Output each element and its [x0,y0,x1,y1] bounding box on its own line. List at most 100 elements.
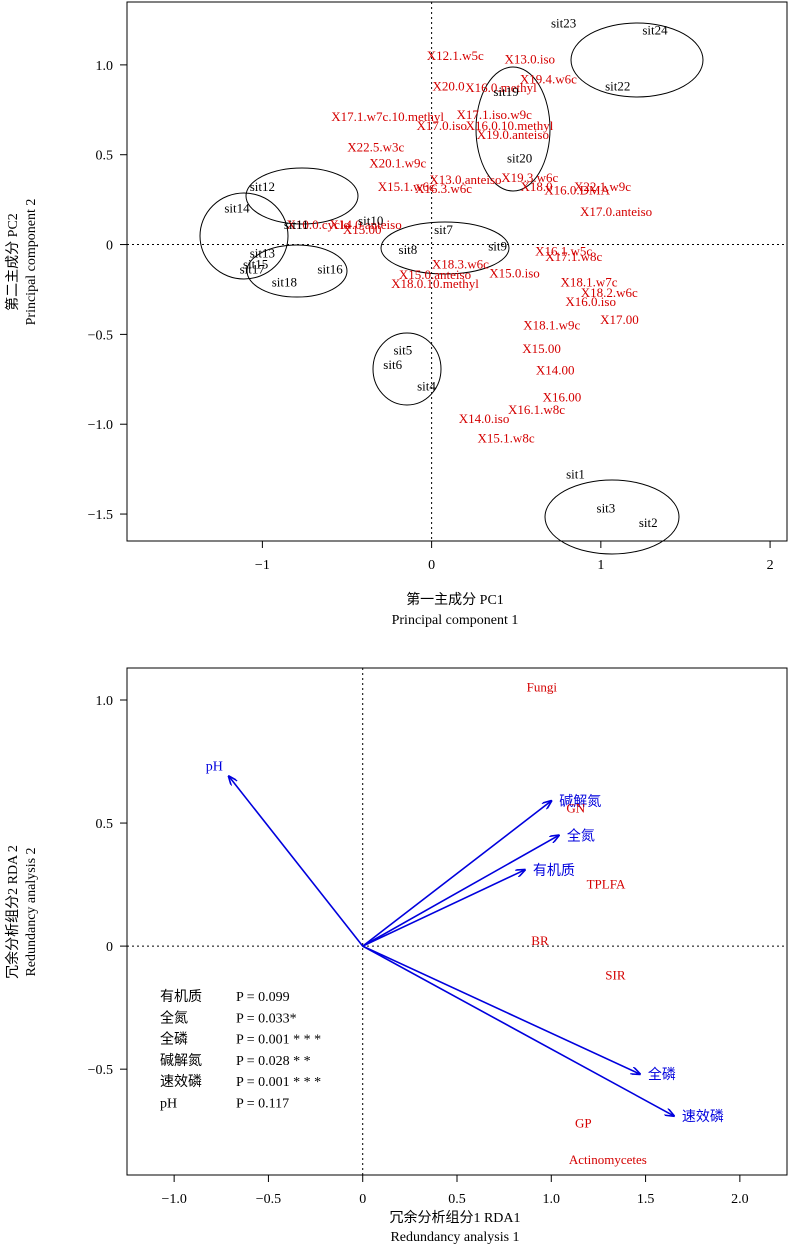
pca-variable-label: X16.0.methyl [465,80,537,95]
rda-arrow [362,801,552,947]
pca-variable-label: X17.00 [600,312,639,327]
rda-x-tick-label: −0.5 [256,1192,281,1207]
rda-arrow [362,945,674,1116]
pca-x-axis-label: 第一主成分 PC1 [406,591,504,608]
pca-variable-label: X12.1.w5c [427,48,484,63]
rda-y-tick-label: 0.5 [96,817,114,832]
pca-site-label: sit22 [605,78,630,93]
pca-site-label: sit1 [566,467,585,482]
pca-variable-label: X16.1.w8c [508,402,565,417]
pca-variable-label: X17.1.w7c.10.methyl [331,109,444,124]
rda-plot-frame [126,667,788,1176]
rda-arrow-label: 速效磷 [682,1109,724,1125]
pca-x-tick-label: 0 [428,558,435,573]
pca-variable-labels: X12.1.w5c X13.0.iso X19.4.w6c X20.0 X16.0.me… [286,48,652,446]
pca-site-label: sit20 [507,150,532,165]
rda-panel: −1.0 −0.5 0 0.5 1.0 1.5 2.0 −0.500.51.0 pH碱解氮全… [4,667,788,1245]
pca-variable-label: X15.0.anteiso [399,267,471,282]
rda-x-axis-label-en: Redundancy analysis 1 [390,1230,519,1245]
rda-species-label: SIR [605,968,626,983]
rda-arrow [229,776,364,947]
rda-reference-lines [127,668,787,1175]
rda-x-tick-label: 0.5 [448,1192,466,1207]
pca-y-tick-label: −1.0 [88,418,113,433]
rda-significance-table: 有机质 P = 0.099 全氮 P = 0.033* 全磷 P = 0.001 * * … [160,989,321,1112]
pca-x-tick-label: 2 [767,558,774,573]
pca-reference-lines [127,2,787,541]
rda-arrow-label: 碱解氮 [559,794,601,810]
pca-y-tick-label: 0.5 [96,149,114,164]
pca-variable-label: X18.0.10.methyl [391,276,479,291]
rda-x-tick-label: 2.0 [731,1192,749,1207]
rda-arrow-label: pH [206,759,223,774]
pca-y-tick-label: 1.0 [96,59,114,74]
rda-x-tick-label: 0 [359,1192,366,1207]
rda-y-axis-label: 冗余分析组分2 RDA 2 [4,845,21,979]
cluster-ellipse [246,244,348,298]
pca-site-label: sit9 [488,238,507,253]
pca-y-tick-label: −1.5 [88,508,113,523]
pca-y-axis-label: 第二主成分 PC2 [4,213,21,311]
pca-site-label: sit3 [597,501,616,516]
pca-x-axis-label-en: Principal component 1 [392,613,519,628]
pca-variable-label: X20.0 [432,78,464,93]
pca-variable-label: X22.5.w3c [347,140,404,155]
pca-variable-label: X13.0.iso [504,51,555,66]
pca-y-ticks: −1.5 −1.0 −0.5 0 0.5 1.0 [88,59,127,523]
rda-species-label: GN [566,800,585,815]
pca-variable-label: X17.0.iso [416,118,467,133]
pca-site-label: sit14 [224,201,250,216]
pca-site-label: sit15 [243,256,268,271]
pca-variable-label: X15.00 [522,341,561,356]
cluster-ellipse [372,332,442,406]
rda-x-tick-label: −1.0 [161,1192,186,1207]
pca-site-label: sit7 [434,222,453,237]
pca-variable-label: X17.1.w8c [545,249,602,264]
pca-variable-label: X16.1.w5c [535,244,592,259]
pca-site-label: sit23 [551,16,576,31]
pca-site-label: sit17 [240,262,266,277]
pca-site-label: sit18 [272,274,297,289]
rda-arrow [362,945,640,1074]
pca-variable-label: X18.2.w6c [581,285,638,300]
pca-site-label: sit5 [393,343,412,358]
rda-stat-variable: 有机质 [160,989,202,1005]
rda-species-label: Actinomycetes [569,1152,647,1167]
cluster-ellipse [245,167,359,225]
cluster-ellipse [380,221,510,275]
rda-species-label: TPLFA [587,877,626,892]
rda-stat-p-value: P = 0.001 * * * [236,1075,321,1090]
rda-x-ticks: −1.0 −0.5 0 0.5 1.0 1.5 2.0 [161,1175,749,1207]
rda-y-tick-label: 1.0 [96,694,114,709]
pca-site-label: sit24 [642,23,668,38]
pca-site-label: sit13 [250,246,275,261]
pca-variable-label: X16.00 [543,389,582,404]
pca-y-axis-label-en: Principal component 2 [24,199,39,326]
rda-stat-p-value: P = 0.117 [236,1097,289,1112]
rda-stat-p-value: P = 0.001 * * * [236,1033,321,1048]
pca-plot-frame [126,1,788,542]
rda-stat-variable: 全氮 [160,1009,188,1026]
pca-variable-label: X16.3.w6c [415,181,472,196]
pca-variable-label: X10.0.cyclo [286,217,350,232]
pca-x-ticks: −1 0 1 2 [255,541,774,573]
pca-site-label: sit16 [317,262,343,277]
pca-variable-label: X14.00 [536,362,575,377]
pca-site-label: sit8 [399,242,418,257]
rda-y-tick-label: 0 [106,940,113,955]
cluster-ellipse [544,479,680,555]
pca-variable-label: X18.1.w7c [560,274,617,289]
pca-variable-label: X16.0.iso [565,294,616,309]
pca-variable-label: X15.0.iso [489,265,540,280]
rda-stat-variable: pH [160,1097,177,1112]
rda-x-tick-label: 1.0 [543,1192,561,1207]
cluster-ellipse [199,192,289,280]
pca-y-tick-label: −0.5 [88,328,113,343]
pca-site-label: sit11 [284,217,309,232]
pca-variable-label: X14.0.iso [459,411,510,426]
pca-variable-label: X16.0.DMA [544,183,610,198]
pca-panel: −1 0 1 2 −1.5 −1.0 −0.5 0 0.5 1.0 X12.1.w5c X13.0… [4,1,788,628]
rda-y-axis-label-en: Redundancy analysis 2 [24,847,39,976]
